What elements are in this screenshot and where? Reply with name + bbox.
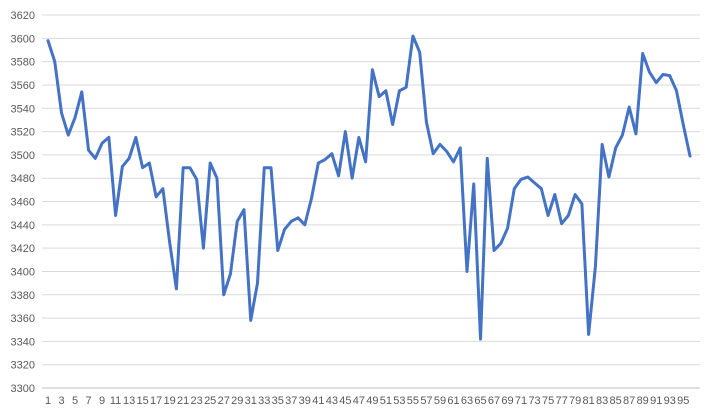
y-tick-label: 3320 [11,360,35,372]
x-tick-label: 53 [393,395,405,407]
x-tick-label: 61 [447,395,459,407]
x-tick-label: 33 [258,395,270,407]
x-tick-label: 31 [245,395,257,407]
x-tick-label: 63 [461,395,473,407]
x-tick-label: 23 [191,395,203,407]
x-tick-label: 47 [353,395,365,407]
y-tick-label: 3420 [11,243,35,255]
y-tick-label: 3460 [11,197,35,209]
y-tick-label: 3520 [11,127,35,139]
x-tick-label: 11 [110,395,121,407]
x-axis-tick-labels: 1 3 5 7 9 11 13 15 17 19 21 23 25 27 29 31 33 35 37 39 41 43 4… [45,395,689,407]
x-tick-label: 15 [136,395,148,407]
x-tick-label: 49 [366,395,378,407]
y-tick-label: 3580 [11,57,35,69]
x-tick-label: 73 [528,395,540,407]
y-tick-label: 3340 [11,336,35,348]
x-tick-label: 21 [177,395,189,407]
x-tick-label: 45 [339,395,351,407]
y-tick-label: 3560 [11,80,35,92]
x-tick-label: 7 [85,395,91,407]
series-line-1 [46,34,692,341]
x-tick-label: 59 [434,395,446,407]
x-tick-label: 71 [515,395,527,407]
y-tick-label: 3600 [11,33,35,45]
x-tick-label: 87 [623,395,635,407]
x-tick-label: 81 [583,395,595,407]
x-tick-label: 41 [312,395,324,407]
x-tick-label: 43 [326,395,338,407]
x-tick-label: 89 [637,395,649,407]
x-tick-label: 9 [99,395,105,407]
x-tick-label: 91 [650,395,662,407]
x-tick-label: 13 [123,395,135,407]
x-tick-label: 95 [677,395,689,407]
y-tick-label: 3300 [11,383,35,395]
x-tick-label: 67 [488,395,500,407]
y-tick-label: 3380 [11,290,35,302]
y-tick-label: 3500 [11,150,35,162]
x-tick-label: 57 [420,395,432,407]
x-tick-label: 27 [218,395,230,407]
x-tick-label: 69 [501,395,513,407]
y-tick-label: 3440 [11,220,35,232]
x-tick-label: 37 [285,395,297,407]
x-tick-label: 3 [58,395,64,407]
x-tick-label: 29 [231,395,243,407]
x-tick-label: 77 [555,395,567,407]
x-tick-label: 19 [164,395,176,407]
x-tick-label: 83 [596,395,608,407]
y-axis-tick-labels: 3300 3320 3340 3360 3380 3400 3420 3440 3460 3480… [11,10,35,395]
x-tick-label: 85 [610,395,622,407]
x-tick-label: 51 [380,395,392,407]
x-tick-label: 25 [204,395,216,407]
x-tick-label: 17 [150,395,162,407]
y-tick-label: 3480 [11,173,35,185]
y-tick-label: 3620 [11,10,35,22]
x-tick-label: 55 [407,395,419,407]
y-tick-label: 3540 [11,103,35,115]
x-tick-label: 79 [569,395,581,407]
x-tick-label: 5 [72,395,78,407]
x-tick-label: 35 [272,395,284,407]
x-tick-label: 93 [664,395,676,407]
x-tick-label: 39 [299,395,311,407]
x-tick-label: 65 [474,395,486,407]
x-tick-label: 1 [45,395,51,407]
y-tick-label: 3400 [11,266,35,278]
x-tick-label: 75 [542,395,554,407]
y-tick-label: 3360 [11,313,35,325]
series-lines [46,34,692,341]
